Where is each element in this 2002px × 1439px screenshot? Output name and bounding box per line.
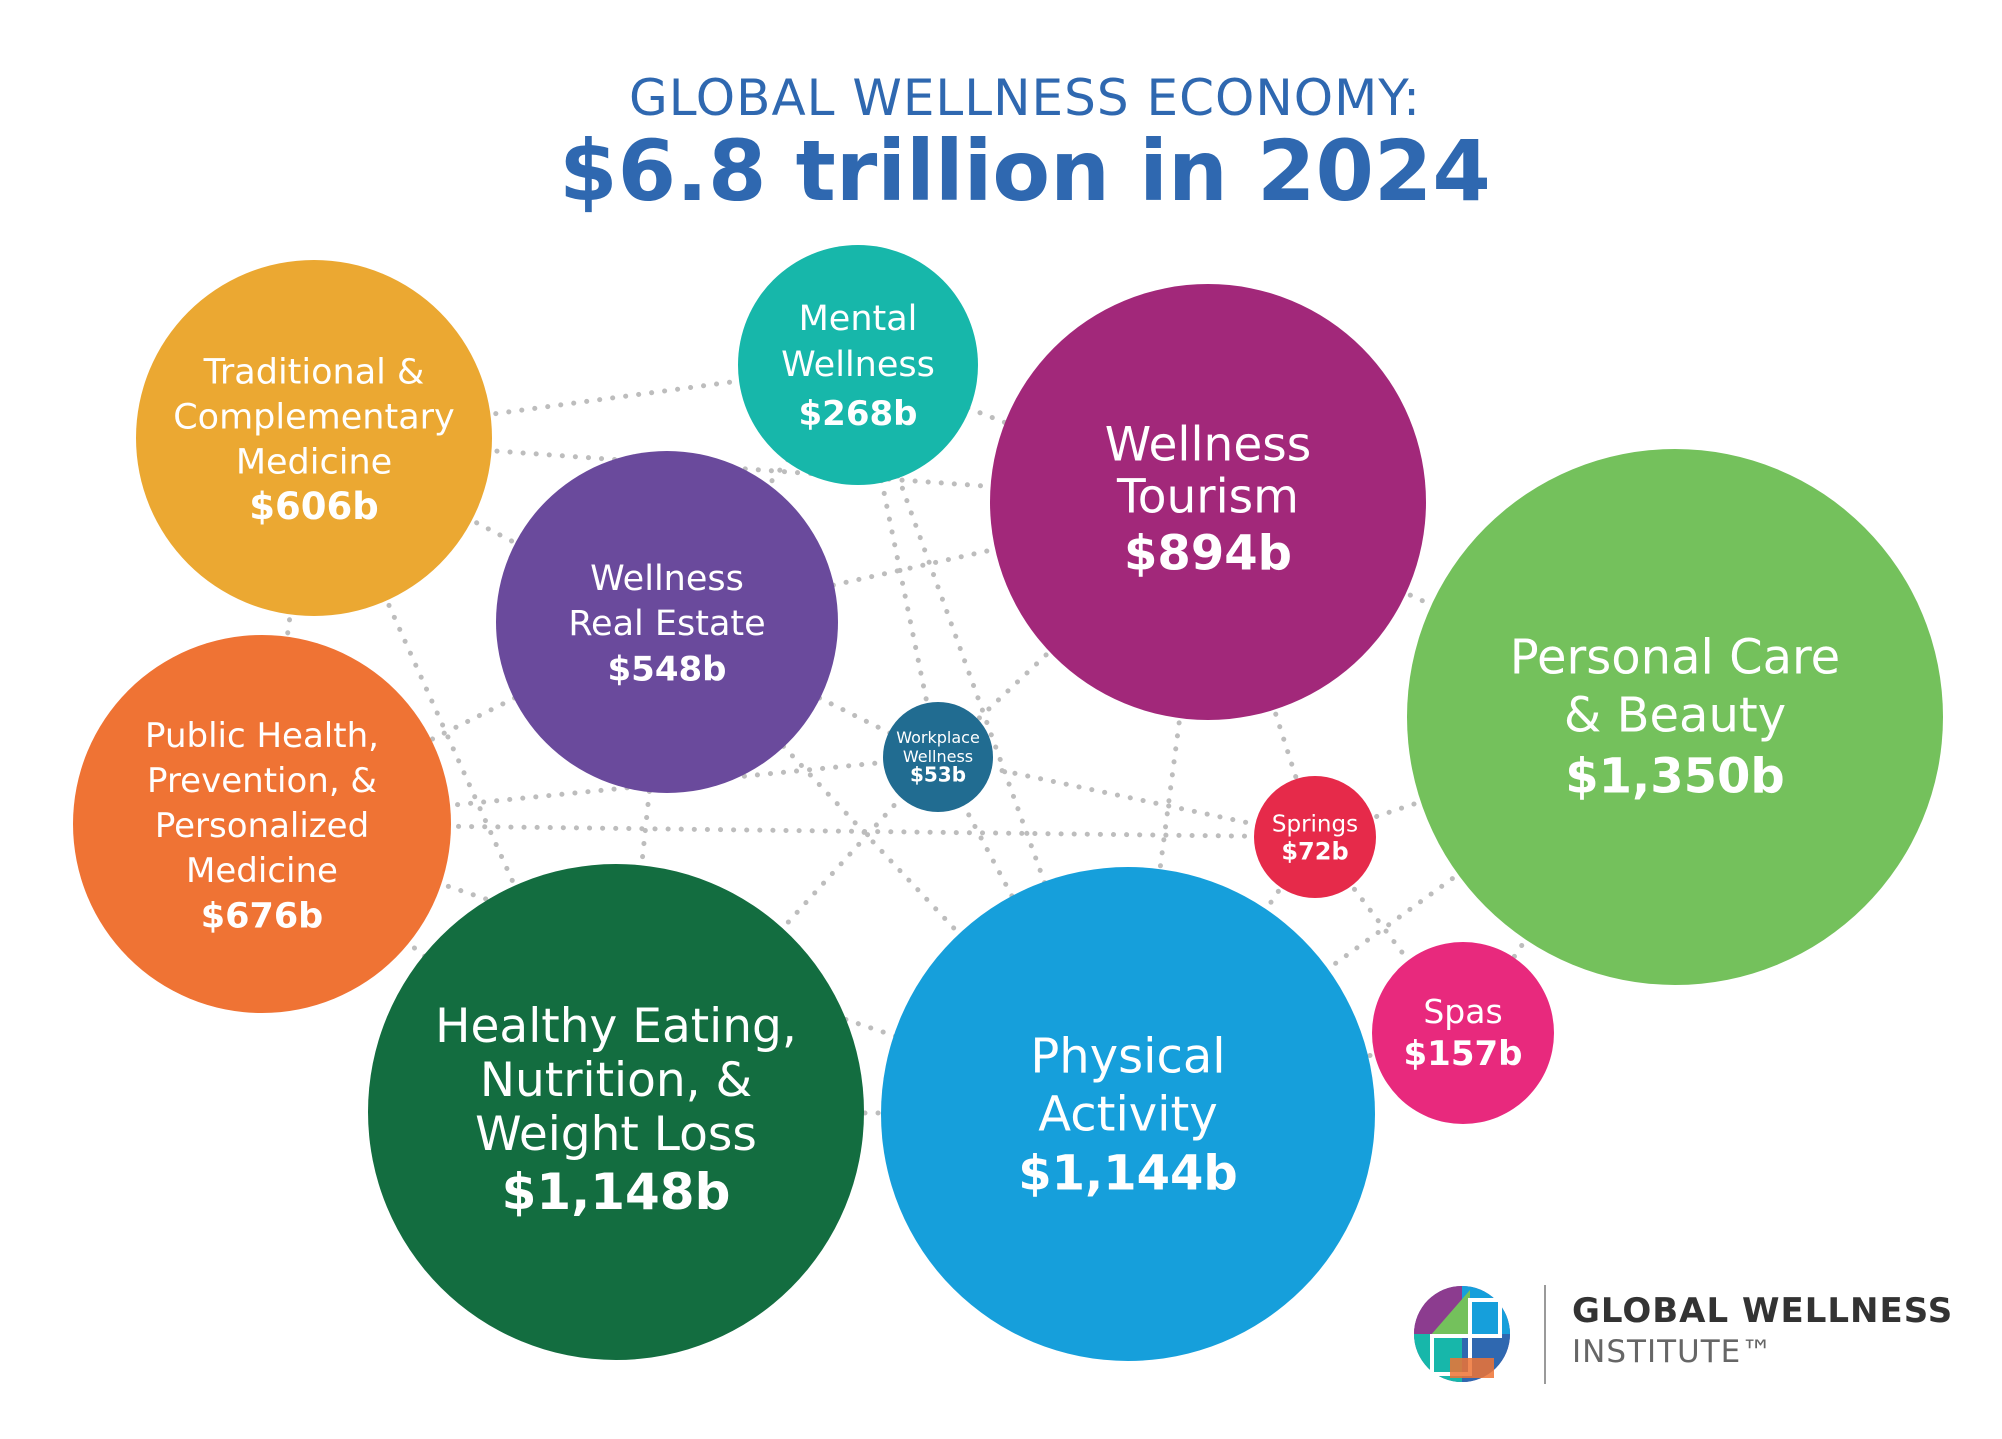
bubble-name-label: Wellness	[781, 345, 935, 385]
bubble-value-label: $894b	[1124, 526, 1292, 582]
chart-subtitle: $6.8 trillion in 2024	[559, 122, 1491, 220]
bubble-circle	[990, 284, 1426, 720]
bubble-name-label: Nutrition, &	[480, 1053, 752, 1108]
bubble-value-label: $1,350b	[1565, 748, 1785, 804]
bubble: Mental Wellness $268b	[738, 245, 978, 485]
bubble-name-label: Personalized	[155, 806, 369, 846]
bubble-circle	[1372, 942, 1554, 1124]
bubble-name-label: Prevention, &	[147, 761, 377, 801]
bubble-name-label: & Beauty	[1564, 687, 1786, 743]
bubble-circle	[368, 864, 864, 1360]
bubble-value-label: $72b	[1281, 837, 1348, 865]
bubble-circle	[496, 451, 838, 793]
bubble-name-label: Springs	[1272, 811, 1358, 837]
connection-dotted-line	[613, 754, 941, 1115]
bubble-circle	[1254, 776, 1376, 898]
bubble-name-label: Spas	[1423, 992, 1502, 1031]
bubble-circle	[1407, 449, 1943, 985]
bubble-name-label: Wellness	[903, 747, 973, 766]
bubble: Public Health, Prevention, & Personalized M…	[73, 635, 451, 1013]
bubble: Springs$72b	[1254, 776, 1376, 898]
connection-dotted-line	[259, 821, 1318, 840]
bubble-name-label: Medicine	[186, 851, 338, 891]
bubble: Personal Care& Beauty$1,350b	[1407, 449, 1943, 985]
connection-dotted-line	[855, 362, 1131, 1117]
bubble-name-label: Mental	[799, 299, 918, 339]
bubble-name-label: Tourism	[1116, 470, 1299, 525]
bubble-value-label: $1,144b	[1018, 1145, 1238, 1201]
bubble-name-label: Real Estate	[568, 604, 765, 644]
bubble-name-label: Healthy Eating,	[435, 999, 797, 1054]
chart-title: GLOBAL WELLNESS ECONOMY:	[629, 69, 1421, 127]
global-wellness-institute-logo: GLOBAL WELLNESS INSTITUTE™	[1414, 1285, 1953, 1384]
bubble: Spas$157b	[1372, 942, 1554, 1124]
bubble-circle	[881, 867, 1375, 1361]
bubble: Wellness Real Estate $548b	[496, 451, 838, 793]
bubble-value-label: $1,148b	[502, 1163, 731, 1221]
bubble-value-label: $53b	[910, 763, 966, 787]
connection-dotted-line	[259, 754, 941, 827]
bubble-value-label: $548b	[608, 650, 727, 690]
bubble-name-label: Wellness	[1105, 418, 1311, 473]
bubble-name-label: Traditional &	[203, 353, 425, 393]
bubble-circle	[738, 245, 978, 485]
bubble-value-label: $157b	[1404, 1034, 1523, 1074]
bubble-value-label: $676b	[201, 897, 323, 937]
bubble-name-label: Medicine	[236, 443, 392, 483]
bubble-name-label: Personal Care	[1510, 629, 1840, 685]
bubble-circle	[73, 635, 451, 1013]
bubble-circle	[883, 702, 993, 812]
bubble-name-label: Workplace	[896, 728, 980, 747]
connection-dotted-line	[935, 754, 1318, 840]
logo-mark-icon	[1414, 1286, 1510, 1382]
bubble-name-label: Public Health,	[145, 716, 379, 756]
bubble-value-label: $268b	[799, 394, 918, 434]
bubble-name-label: Activity	[1038, 1086, 1218, 1142]
bubble-name-label: Weight Loss	[475, 1107, 757, 1162]
bubble-name-label: Wellness	[590, 559, 744, 599]
bubble: Traditional & Complementary Medicine$606b	[136, 260, 492, 616]
bubble: Healthy Eating,Nutrition, &Weight Loss$1…	[368, 864, 864, 1360]
bubble-name-label: Complementary	[173, 398, 455, 438]
bubble-name-label: Physical	[1030, 1028, 1225, 1084]
logo-name-bottom: INSTITUTE™	[1572, 1334, 1773, 1370]
bubble-circle	[136, 260, 492, 616]
connection-dotted-line	[935, 754, 1131, 1117]
bubbles: Traditional &ComplementaryMedicine$606bM…	[73, 245, 1943, 1361]
bubble-value-label: $606b	[249, 485, 378, 528]
logo-name-top: GLOBAL WELLNESS	[1572, 1291, 1953, 1331]
